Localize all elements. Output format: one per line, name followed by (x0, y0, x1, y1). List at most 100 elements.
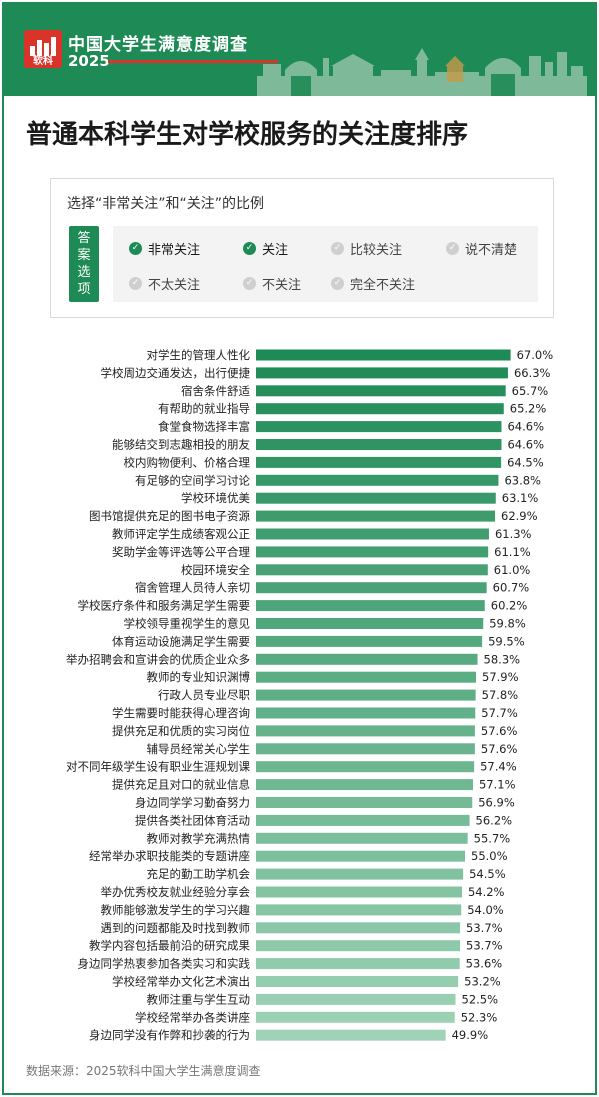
value-label: 59.5% (488, 634, 525, 648)
value-label: 61.0% (494, 563, 531, 577)
bar (256, 653, 478, 665)
option-fairly-concerned: ✓ 比较关注 (331, 239, 402, 258)
bar (256, 743, 475, 755)
bar (256, 940, 461, 952)
option-label: 比较关注 (350, 243, 403, 258)
category-label: 身边同学热衷参加各类实习和实践 (78, 957, 251, 971)
check-circle-icon: ✓ (129, 277, 142, 290)
check-circle-icon: ✓ (129, 242, 142, 255)
category-label: 学生需要时能获得心理咨询 (112, 706, 250, 720)
check-circle-icon: ✓ (331, 242, 344, 255)
category-label: 教师注重与学生互动 (147, 992, 251, 1006)
category-label: 教师能够激发学生的学习兴趣 (101, 903, 251, 917)
bar (256, 1011, 455, 1023)
header-divider (108, 60, 278, 63)
value-label: 60.7% (493, 581, 530, 595)
value-label: 49.9% (452, 1028, 489, 1042)
option-concerned: ✓ 关注 (243, 239, 288, 258)
category-label: 教师的专业知识渊博 (147, 670, 251, 684)
value-label: 65.2% (510, 402, 547, 416)
category-label: 经常举办求职技能类的专题讲座 (89, 849, 250, 863)
value-label: 58.3% (484, 652, 521, 666)
bar (256, 618, 484, 629)
data-source-note: 数据来源：2025软科中国大学生满意度调查 (26, 1064, 261, 1078)
value-label: 57.6% (481, 742, 518, 756)
value-label: 55.0% (471, 849, 508, 863)
option-label: 不太关注 (148, 278, 201, 293)
category-label: 学校周边交通发达，出行便捷 (101, 366, 251, 380)
value-label: 53.6% (466, 957, 503, 971)
category-label: 提供充足和优质的实习岗位 (112, 724, 250, 738)
category-label: 遇到的问题都能及时找到教师 (101, 921, 251, 935)
value-label: 63.8% (504, 473, 541, 487)
bar (256, 886, 462, 898)
bar (256, 922, 461, 934)
check-circle-icon: ✓ (243, 242, 256, 255)
bar (256, 904, 462, 916)
value-label: 52.3% (461, 1010, 498, 1024)
value-label: 55.7% (474, 831, 511, 845)
category-label: 提供充足且对口的就业信息 (112, 778, 250, 792)
value-label: 57.7% (481, 706, 518, 720)
category-label: 充足的勤工助学机会 (147, 867, 251, 881)
value-label: 56.2% (476, 813, 513, 827)
logo-icon: 软科 (24, 30, 62, 68)
value-label: 66.3% (514, 366, 551, 380)
value-label: 57.6% (481, 724, 518, 738)
category-label: 教师对教学充满热情 (147, 831, 251, 845)
logo-text: 软科 (33, 56, 53, 67)
value-label: 59.8% (489, 617, 526, 631)
bar (256, 600, 485, 612)
brand-year: 2025 (68, 52, 110, 70)
bar (256, 832, 468, 844)
category-label: 举办优秀校友就业经验分享会 (101, 885, 251, 899)
header-banner: 软科 中国大学生满意度调查 2025 (4, 4, 595, 96)
option-label: 不关注 (262, 278, 302, 293)
bar (256, 761, 475, 773)
value-label: 60.2% (491, 599, 528, 613)
option-label: 说不清楚 (465, 243, 518, 258)
category-label: 食堂食物选择丰富 (158, 420, 250, 434)
bar (256, 546, 489, 558)
bar (256, 635, 483, 647)
value-label: 57.4% (480, 760, 517, 774)
bar (256, 725, 475, 737)
bar (256, 1029, 446, 1041)
value-label: 57.9% (482, 670, 519, 684)
bar (256, 367, 508, 379)
answer-tag-char: 选 (77, 265, 91, 280)
bar (256, 797, 473, 808)
category-label: 身边同学没有作弊和抄袭的行为 (89, 1028, 250, 1042)
category-label: 对学生的管理人性化 (147, 348, 251, 362)
bar (256, 779, 473, 791)
answer-tag-char: 案 (77, 248, 91, 263)
option-label: 关注 (262, 243, 289, 258)
category-label: 学校领导重视学生的意见 (124, 617, 251, 631)
value-label: 57.1% (479, 778, 516, 792)
value-label: 61.3% (495, 527, 532, 541)
bar (256, 689, 476, 701)
value-label: 64.6% (507, 438, 544, 452)
category-label: 宿舍条件舒适 (181, 384, 250, 398)
bar (256, 474, 499, 486)
option-very-concerned: ✓ 非常关注 (129, 239, 200, 258)
value-label: 56.9% (478, 796, 515, 810)
legend-caption: 选择“非常关注”和“关注”的比例 (67, 196, 265, 212)
value-label: 52.5% (462, 992, 499, 1006)
answer-tag-char: 答 (77, 231, 91, 246)
category-label: 有帮助的就业指导 (158, 402, 250, 416)
bar (256, 403, 504, 415)
category-label: 辅导员经常关心学生 (147, 742, 251, 756)
category-label: 校内购物便利、价格合理 (124, 455, 251, 469)
bar (256, 814, 470, 826)
check-circle-icon: ✓ (446, 242, 459, 255)
category-label: 身边同学学习勤奋努力 (135, 796, 250, 810)
value-label: 62.9% (501, 509, 538, 523)
category-label: 教师评定学生成绩客观公正 (112, 527, 250, 541)
category-label: 教学内容包括最前沿的研究成果 (89, 939, 250, 953)
value-label: 54.0% (467, 903, 504, 917)
check-circle-icon: ✓ (331, 277, 344, 290)
option-label: 非常关注 (148, 243, 201, 258)
legend-box: 选择“非常关注”和“关注”的比例 答 案 选 项 ✓ 非常关注 ✓ 关注 ✓ 比… (50, 178, 554, 318)
